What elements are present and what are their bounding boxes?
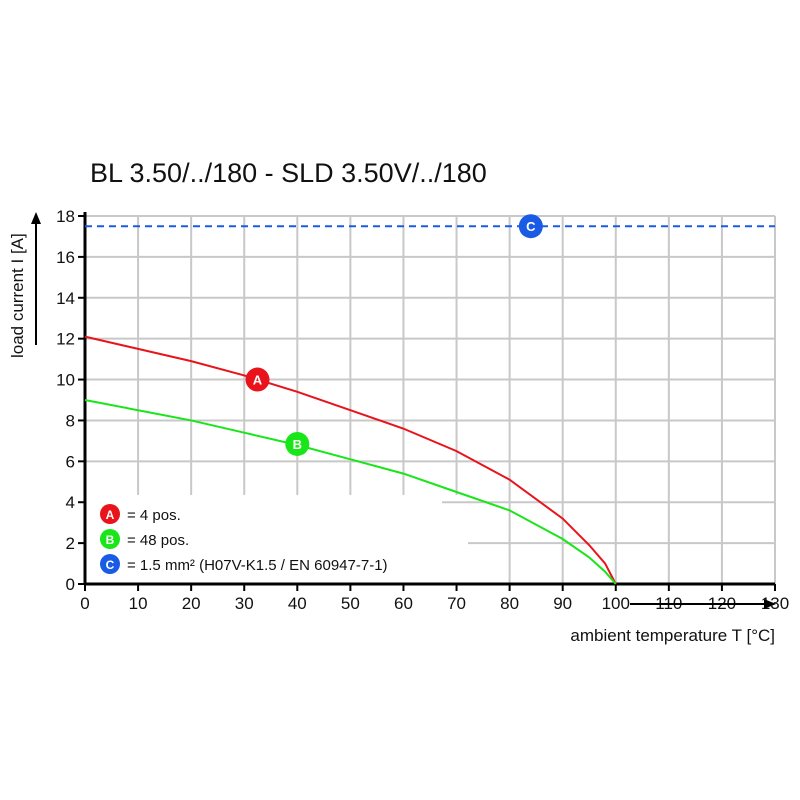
legend-entry-text: = 4 pos.	[127, 507, 181, 524]
legend-badge-label: A	[106, 508, 115, 522]
x-tick-label: 90	[553, 594, 572, 613]
marker-label: C	[526, 219, 536, 234]
x-axis-arrow-head	[764, 599, 776, 609]
x-tick-label: 20	[182, 594, 201, 613]
x-tick-label: 10	[129, 594, 148, 613]
x-tick-label: 40	[288, 594, 307, 613]
y-axis-label: load current I [A]	[8, 233, 27, 358]
y-axis-arrow-head	[31, 212, 41, 224]
x-tick-label: 0	[80, 594, 89, 613]
y-tick-label: 10	[56, 371, 75, 390]
x-axis-label: ambient temperature T [°C]	[570, 626, 775, 645]
marker-label: B	[293, 437, 302, 452]
marker-B	[285, 431, 310, 456]
x-tick-label: 100	[602, 594, 630, 613]
legend-badge-label: C	[106, 558, 115, 572]
series-line-A	[84, 335, 617, 585]
x-tick-label: 30	[235, 594, 254, 613]
x-tick-label: 130	[761, 594, 789, 613]
y-tick-label: 12	[56, 330, 75, 349]
y-tick-label: 2	[66, 534, 75, 553]
series-line-B	[84, 399, 617, 585]
x-tick-label: 60	[394, 594, 413, 613]
legend-badge-C	[100, 554, 120, 574]
marker-C	[518, 214, 543, 239]
legend-entry-text: = 48 pos.	[127, 532, 189, 549]
marker-A	[245, 367, 270, 392]
y-tick-label: 16	[56, 248, 75, 267]
y-tick-label: 8	[66, 411, 75, 430]
legend-badge-B	[100, 529, 120, 549]
chart-title: BL 3.50/../180 - SLD 3.50V/../180	[90, 158, 487, 188]
legend-entry-text: = 1.5 mm² (H07V-K1.5 / EN 60947-7-1)	[127, 557, 388, 574]
x-tick-label: 80	[500, 594, 519, 613]
x-tick-label: 70	[447, 594, 466, 613]
legend-badge-label: B	[106, 533, 115, 547]
y-tick-label: 18	[56, 207, 75, 226]
marker-label: A	[253, 373, 263, 388]
y-tick-label: 4	[66, 493, 75, 512]
y-tick-label: 0	[66, 575, 75, 594]
legend-badge-A	[100, 504, 120, 524]
x-tick-label: 50	[341, 594, 360, 613]
y-tick-label: 6	[66, 452, 75, 471]
y-tick-label: 14	[56, 289, 75, 308]
